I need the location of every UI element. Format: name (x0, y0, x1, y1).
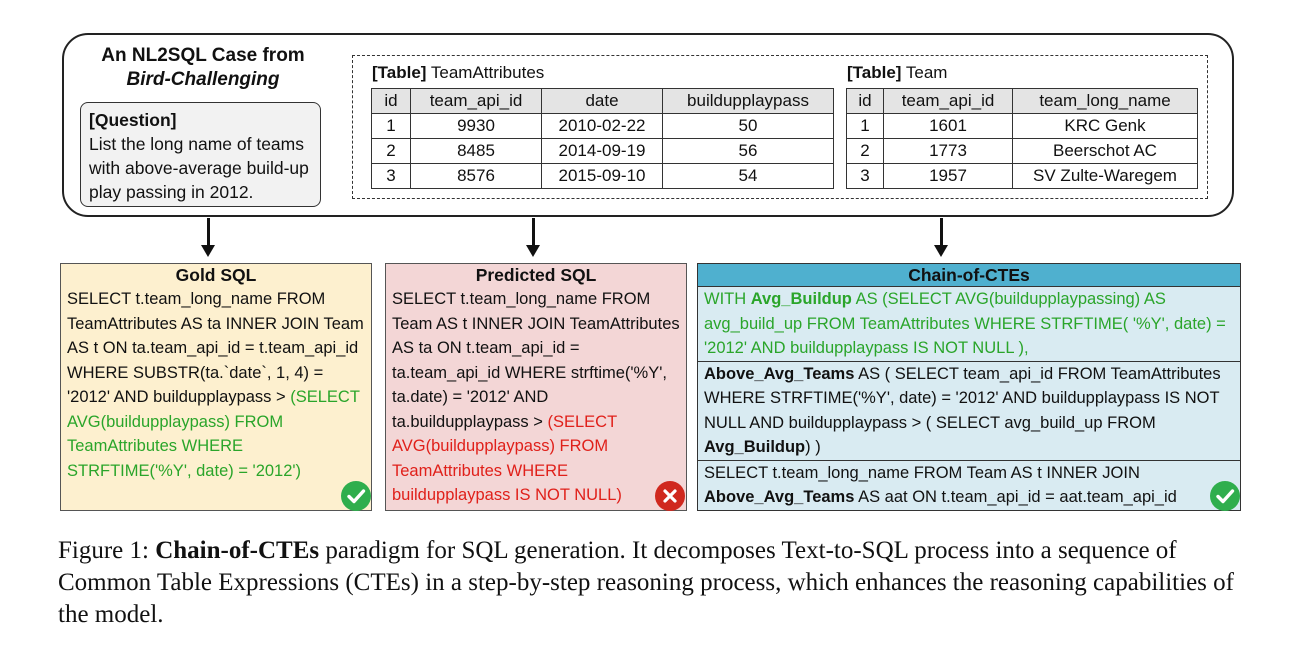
table-cell: 2010-02-22 (541, 113, 663, 139)
table-cell: 3 (371, 163, 411, 189)
column-header: team_api_id (410, 88, 542, 114)
cte-body: AS ( SELECT team_api_id FROM TeamAttribu… (704, 364, 1221, 432)
gold-sql-box: Gold SQL SELECT t.team_long_name FROM Te… (60, 263, 372, 511)
case-title-line1: An NL2SQL Case from (101, 45, 305, 66)
table-cell: KRC Genk (1012, 113, 1198, 139)
question-text: List the long name of teams with above-a… (89, 134, 309, 202)
table-cell: 1957 (883, 163, 1013, 189)
question-box: [Question] List the long name of teams w… (80, 102, 321, 207)
caption-prefix: Figure 1: (58, 537, 156, 564)
table-cell: 2015-09-10 (541, 163, 663, 189)
final-select-text: SELECT t.team_long_name FROM Team AS t I… (704, 463, 1140, 482)
cte-reference: Above_Avg_Teams (704, 488, 855, 506)
table-cell: Beerschot AC (1012, 138, 1198, 164)
table-cell: 9930 (410, 113, 542, 139)
table-cell: 2 (846, 138, 884, 164)
cross-icon (655, 481, 685, 511)
cte-reference: Avg_Buildup (704, 438, 806, 456)
table-cell: 56 (662, 138, 834, 164)
caption-text: paradigm for SQL generation. It decompos… (58, 537, 1234, 628)
cte-avg-buildup: WITH Avg_Buildup AS (SELECT AVG(buildupp… (698, 287, 1240, 362)
table-row: 2 1773 Beerschot AC (846, 138, 1198, 164)
cte-above-avg-teams: Above_Avg_Teams AS ( SELECT team_api_id … (698, 362, 1240, 461)
arrow-to-gold (207, 218, 210, 246)
schema-frame (352, 55, 1208, 199)
column-header: team_long_name (1012, 88, 1198, 114)
table-cell: 54 (662, 163, 834, 189)
table-name: TeamAttributes (430, 63, 545, 82)
table-header-row: id team_api_id team_long_name (846, 88, 1198, 114)
table-row: 3 1957 SV Zulte-Waregem (846, 163, 1198, 189)
team-table: id team_api_id team_long_name 1 1601 KRC… (846, 88, 1198, 189)
arrow-to-chain (940, 218, 943, 246)
case-title-dataset: Bird-Challenging (126, 69, 280, 90)
table-cell: 2 (371, 138, 411, 164)
table-header-row: id team_api_id date buildupplaypass (371, 88, 834, 114)
table-cell: 1 (371, 113, 411, 139)
table-row: 1 1601 KRC Genk (846, 113, 1198, 139)
final-select: SELECT t.team_long_name FROM Team AS t I… (698, 461, 1240, 510)
chain-title: Chain-of-CTEs (698, 264, 1240, 287)
table-cell: 50 (662, 113, 834, 139)
cte-body: AS (SELECT AVG(buildupplaypassing) AS av… (704, 290, 1226, 357)
table-cell: SV Zulte-Waregem (1012, 163, 1198, 189)
cte-body-end: ) ) (805, 438, 821, 456)
table-row: 2 8485 2014-09-19 56 (371, 138, 834, 164)
table-cell: 8576 (410, 163, 542, 189)
figure-caption: Figure 1: Chain-of-CTEs paradigm for SQL… (58, 535, 1248, 631)
predicted-sql-subquery: (SELECT AVG(buildupplaypass) FROM TeamAt… (392, 412, 622, 505)
table-cell: 1773 (883, 138, 1013, 164)
table-cell: 2014-09-19 (541, 138, 663, 164)
team-attributes-label: [Table] TeamAttributes (372, 63, 544, 83)
chain-of-ctes-box: Chain-of-CTEs WITH Avg_Buildup AS (SELEC… (697, 263, 1241, 511)
arrow-head-icon (526, 245, 540, 257)
arrow-head-icon (934, 245, 948, 257)
caption-bold: Chain-of-CTEs (155, 537, 320, 564)
predicted-sql-box: Predicted SQL SELECT t.team_long_name FR… (385, 263, 687, 511)
cte-keyword: WITH (704, 290, 751, 308)
table-tag: [Table] (847, 63, 902, 82)
table-cell: 3 (846, 163, 884, 189)
table-cell: 8485 (410, 138, 542, 164)
team-table-label: [Table] Team (847, 63, 947, 83)
table-cell: 1601 (883, 113, 1013, 139)
column-header: buildupplaypass (662, 88, 834, 114)
table-row: 1 9930 2010-02-22 50 (371, 113, 834, 139)
column-header: id (846, 88, 884, 114)
table-cell: 1 (846, 113, 884, 139)
case-title: An NL2SQL Case from Bird-Challenging (78, 44, 328, 92)
final-select-join: AS aat ON t.team_api_id = aat.team_api_i… (854, 488, 1177, 506)
cte-name: Above_Avg_Teams (704, 364, 855, 383)
arrow-head-icon (201, 245, 215, 257)
table-tag: [Table] (372, 63, 427, 82)
cte-name: Avg_Buildup (750, 290, 852, 308)
predicted-sql-main: SELECT t.team_long_name FROM Team AS t I… (392, 290, 680, 431)
table-name: Team (905, 63, 948, 82)
gold-sql-main: SELECT t.team_long_name FROM TeamAttribu… (67, 290, 364, 406)
gold-sql-subquery: (SELECT AVG(buildupplaypass) FROM TeamAt… (67, 388, 360, 480)
column-header: team_api_id (883, 88, 1013, 114)
column-header: date (541, 88, 663, 114)
gold-sql-text: SELECT t.team_long_name FROM TeamAttribu… (61, 286, 371, 484)
check-icon (341, 481, 371, 511)
gold-sql-title: Gold SQL (175, 265, 257, 285)
table-row: 3 8576 2015-09-10 54 (371, 163, 834, 189)
team-attributes-table: id team_api_id date buildupplaypass 1 99… (371, 88, 834, 189)
check-icon (1210, 481, 1240, 511)
column-header: id (371, 88, 411, 114)
predicted-sql-text: SELECT t.team_long_name FROM Team AS t I… (386, 286, 686, 509)
predicted-sql-title: Predicted SQL (475, 265, 597, 285)
question-label: [Question] (89, 110, 177, 130)
arrow-to-predicted (532, 218, 535, 246)
